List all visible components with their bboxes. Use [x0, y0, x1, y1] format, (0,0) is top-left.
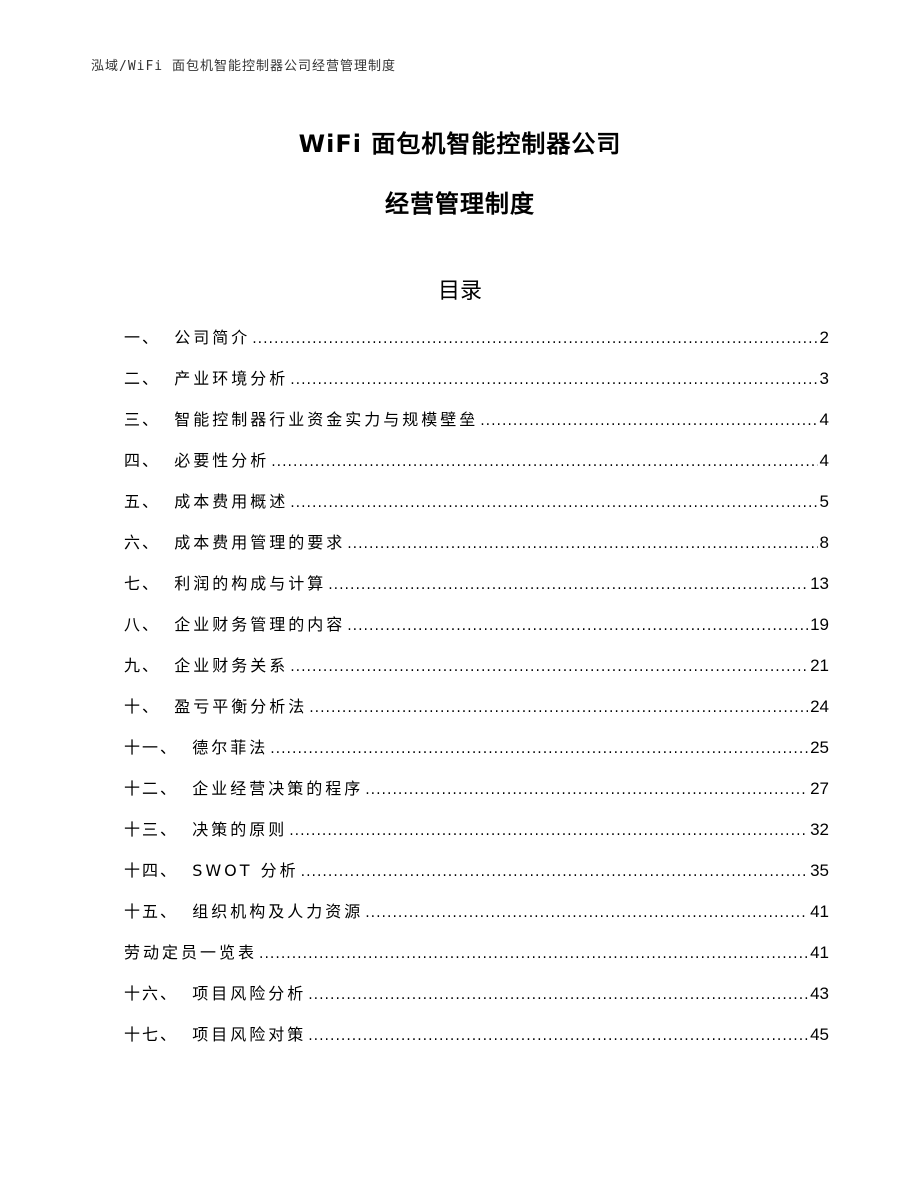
toc-leader-dots [347, 536, 817, 552]
toc-entry[interactable]: 九、 企业财务关系 21 [124, 652, 829, 693]
toc-entry[interactable]: 十、 盈亏平衡分析法 24 [124, 693, 829, 734]
toc-entry[interactable]: 三、 智能控制器行业资金实力与规模壁垒 4 [124, 406, 829, 447]
toc-entry-label: 组织机构及人力资源 [192, 902, 364, 921]
toc-entry-label: 企业财务关系 [174, 656, 289, 675]
document-subtitle: 经营管理制度 [385, 190, 535, 218]
toc-leader-dots [252, 331, 817, 347]
toc-entry-page: 3 [819, 369, 829, 388]
toc-leader-dots [290, 659, 808, 675]
toc-entry-label: 利润的构成与计算 [174, 574, 327, 593]
toc-entry-number: 十六、 [124, 984, 193, 1003]
toc-entry-page: 5 [819, 492, 829, 511]
toc-entry-number: 八、 [124, 615, 175, 634]
toc-leader-dots [480, 413, 817, 429]
toc-entry-label: 项目风险分析 [192, 984, 307, 1003]
toc-leader-dots [271, 454, 817, 470]
toc-leader-dots [308, 1028, 808, 1044]
toc-entry-number: 十四、 [124, 861, 193, 880]
toc-entry-number: 十一、 [124, 738, 193, 757]
toc-entry[interactable]: 十六、 项目风险分析 43 [124, 980, 829, 1021]
toc-entry-page: 25 [810, 738, 829, 757]
toc-entry-page: 35 [810, 861, 829, 880]
toc-entry-number: 一、 [124, 328, 175, 347]
toc-entry-label: 劳动定员一览表 [124, 943, 258, 962]
toc-entry-label: 德尔菲法 [192, 738, 269, 757]
document-title: WiFi 面包机智能控制器公司 [298, 130, 622, 158]
toc-entry-number: 九、 [124, 656, 175, 675]
toc-entry-label: 项目风险对策 [192, 1025, 307, 1044]
toc-leader-dots [308, 987, 808, 1003]
toc-leader-dots [365, 782, 808, 798]
toc-entry-number: 六、 [124, 533, 175, 552]
toc-leader-dots [270, 741, 808, 757]
toc-leader-dots [290, 372, 817, 388]
toc-entry-number: 四、 [124, 451, 175, 470]
toc-entry-page: 45 [810, 1025, 829, 1044]
toc-entry-number: 五、 [124, 492, 175, 511]
toc-entry-label: 智能控制器行业资金实力与规模壁垒 [174, 410, 479, 429]
toc-leader-dots [289, 823, 808, 839]
toc-leader-dots [259, 946, 808, 962]
toc-entry-page: 4 [819, 451, 829, 470]
toc-entry-number: 十二、 [124, 779, 193, 798]
toc-leader-dots [347, 618, 808, 634]
toc-entry-page: 32 [810, 820, 829, 839]
toc-entry-label: 成本费用概述 [174, 492, 289, 511]
toc-entry-label: 必要性分析 [174, 451, 270, 470]
toc-entry[interactable]: 十二、 企业经营决策的程序 27 [124, 775, 829, 816]
toc-entry-page: 41 [810, 902, 829, 921]
table-of-contents: 一、 公司简介2二、 产业环境分析3三、 智能控制器行业资金实力与规模壁垒4四、… [124, 324, 829, 1062]
toc-entry[interactable]: 六、 成本费用管理的要求 8 [124, 529, 829, 570]
toc-entry-page: 13 [810, 574, 829, 593]
toc-entry[interactable]: 八、 企业财务管理的内容 19 [124, 611, 829, 652]
toc-entry[interactable]: 十四、 SWOT 分析 35 [124, 857, 829, 898]
toc-entry-page: 41 [810, 943, 829, 962]
toc-entry-number: 七、 [124, 574, 175, 593]
toc-leader-dots [328, 577, 808, 593]
toc-entry-page: 24 [810, 697, 829, 716]
toc-entry[interactable]: 十三、 决策的原则 32 [124, 816, 829, 857]
toc-entry[interactable]: 七、 利润的构成与计算 13 [124, 570, 829, 611]
toc-entry-page: 8 [819, 533, 829, 552]
toc-entry-number: 十、 [124, 697, 175, 716]
toc-entry-page: 27 [810, 779, 829, 798]
toc-entry-page: 21 [810, 656, 829, 675]
toc-entry[interactable]: 五、 成本费用概述 5 [124, 488, 829, 529]
toc-entry[interactable]: 四、 必要性分析 4 [124, 447, 829, 488]
toc-entry[interactable]: 十七、 项目风险对策 45 [124, 1021, 829, 1062]
toc-entry-label: SWOT 分析 [192, 861, 299, 880]
toc-leader-dots [309, 700, 808, 716]
toc-entry-label: 公司简介 [174, 328, 251, 347]
toc-entry-label: 企业经营决策的程序 [192, 779, 364, 798]
toc-heading: 目录 [437, 279, 482, 304]
toc-entry-label: 企业财务管理的内容 [174, 615, 346, 634]
toc-leader-dots [365, 905, 808, 921]
toc-entry[interactable]: 十一、 德尔菲法 25 [124, 734, 829, 775]
toc-entry[interactable]: 劳动定员一览表 41 [124, 939, 829, 980]
toc-entry-number: 十五、 [124, 902, 193, 921]
toc-leader-dots [290, 495, 817, 511]
toc-entry-label: 盈亏平衡分析法 [174, 697, 308, 716]
toc-entry-page: 43 [810, 984, 829, 1003]
toc-entry-label: 成本费用管理的要求 [174, 533, 346, 552]
toc-entry-page: 19 [810, 615, 829, 634]
toc-entry-number: 十七、 [124, 1025, 193, 1044]
toc-entry-label: 决策的原则 [192, 820, 288, 839]
toc-entry[interactable]: 一、 公司简介 2 [124, 324, 829, 365]
toc-entry-number: 三、 [124, 410, 175, 429]
toc-entry-label: 产业环境分析 [174, 369, 289, 388]
running-header: 泓域/WiFi 面包机智能控制器公司经营管理制度 [91, 59, 396, 74]
toc-entry-page: 4 [819, 410, 829, 429]
toc-entry-number: 十三、 [124, 820, 193, 839]
toc-entry-page: 2 [819, 328, 829, 347]
toc-leader-dots [301, 864, 808, 880]
toc-entry[interactable]: 二、 产业环境分析 3 [124, 365, 829, 406]
toc-entry-number: 二、 [124, 369, 175, 388]
toc-entry[interactable]: 十五、 组织机构及人力资源 41 [124, 898, 829, 939]
